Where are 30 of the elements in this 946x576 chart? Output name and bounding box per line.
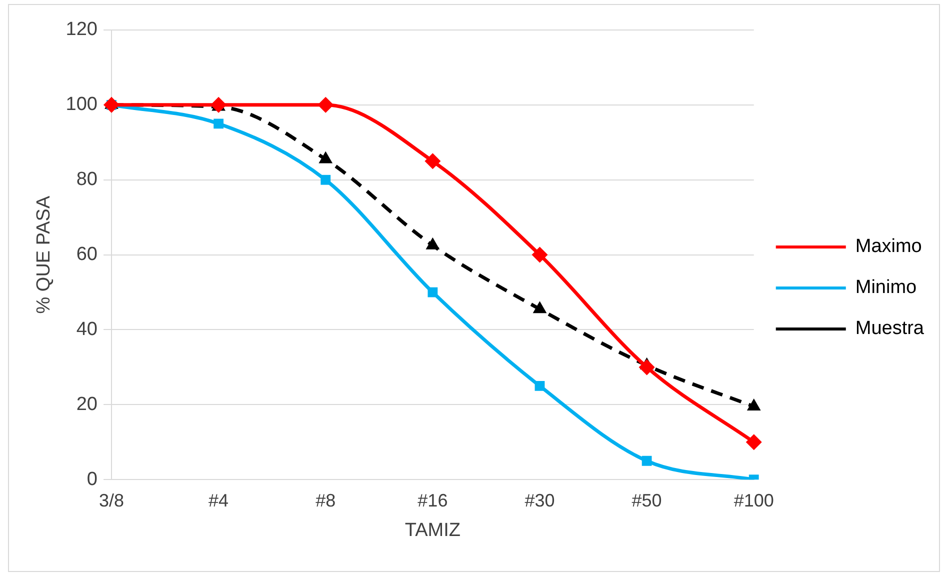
y-tick-label: 20 (76, 394, 98, 415)
y-tick-label: 100 (66, 94, 98, 116)
x-axis-title: TAMIZ (404, 520, 461, 541)
y-tick-label: 40 (76, 318, 98, 340)
point (320, 174, 331, 185)
y-tick-label: 0 (86, 468, 98, 490)
y-tick-label: 60 (76, 244, 98, 266)
point (214, 118, 224, 129)
x-tick-label: #100 (734, 490, 774, 510)
y-tick-label: 80 (76, 169, 98, 190)
x-tick-label: #50 (632, 490, 662, 510)
legend-label: Minimo (855, 277, 917, 298)
point (104, 96, 120, 113)
y-axis-title: % QUE PASA (34, 196, 55, 314)
point (746, 434, 762, 450)
y-tick-label: 120 (66, 19, 98, 40)
point (318, 96, 334, 113)
legend-label: Maximo (855, 236, 922, 258)
x-tick-label: #16 (418, 490, 448, 510)
point (642, 456, 652, 466)
x-tick-label: #30 (524, 490, 555, 510)
point (638, 359, 655, 376)
point (534, 380, 545, 391)
x-tick-label: #4 (208, 490, 229, 510)
x-tick-label: 3/8 (98, 490, 124, 510)
point (424, 153, 441, 170)
point (428, 287, 438, 298)
x-tick-label: #8 (316, 490, 336, 510)
legend-label: Muestra (855, 318, 924, 340)
point (532, 246, 548, 263)
